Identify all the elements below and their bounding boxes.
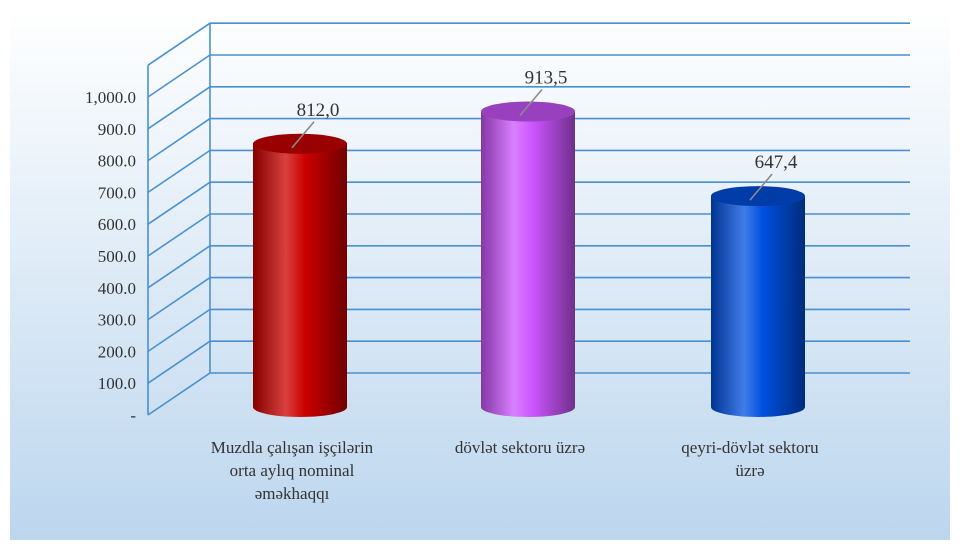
y-tick-label: 400.0	[98, 279, 136, 298]
category-label: qeyri-dövlət sektoru üzrə	[681, 438, 819, 480]
cylinder-bar	[711, 186, 805, 417]
y-tick-label: 200.0	[98, 342, 136, 361]
cylinder-top	[711, 186, 805, 207]
cylinder-bar	[253, 133, 347, 417]
data-label: 647,4	[755, 152, 798, 173]
y-axis-ticks: - 100.0 200.0 300.0 400.0 500.0 600.0 700.0 800.…	[85, 88, 136, 425]
category-label: Muzdla çalışan işçilərin orta aylıq nomin…	[211, 438, 374, 503]
y-tick-label: 1,000.0	[85, 88, 136, 107]
data-label-leader	[749, 173, 773, 201]
category-labels: Muzdla çalışan işçilərin orta aylıq nomin…	[211, 438, 819, 503]
data-label-leader	[519, 88, 543, 117]
y-tick-label: 600.0	[98, 215, 136, 234]
cylinder-body	[253, 143, 347, 417]
y-tick-label: 300.0	[98, 311, 136, 330]
cylinder-bar-chart: - 100.0 200.0 300.0 400.0 500.0 600.0 700.0 800.…	[10, 10, 950, 540]
cylinder-bar	[481, 101, 575, 417]
y-tick-label: 700.0	[98, 183, 136, 202]
bars	[253, 101, 805, 417]
data-label: 812,0	[297, 100, 340, 121]
cylinder-top	[481, 101, 575, 122]
chart-background	[10, 10, 950, 540]
gridlines	[147, 22, 910, 416]
category-label: dövlət sektoru üzrə	[455, 438, 585, 457]
cylinder-body	[481, 111, 575, 417]
y-tick-label: 500.0	[98, 247, 136, 266]
y-tick-label: -	[130, 406, 136, 425]
data-labels: 812,0 913,5 647,4	[291, 68, 798, 201]
data-label: 913,5	[525, 68, 568, 89]
cylinder-top	[253, 133, 347, 154]
chart-area: - 100.0 200.0 300.0 400.0 500.0 600.0 700.0 800.…	[10, 10, 950, 540]
y-tick-label: 800.0	[98, 152, 136, 171]
data-label-leader	[291, 121, 315, 149]
y-tick-label: 100.0	[98, 374, 136, 393]
cylinder-body	[711, 196, 805, 417]
y-tick-label: 900.0	[98, 120, 136, 139]
